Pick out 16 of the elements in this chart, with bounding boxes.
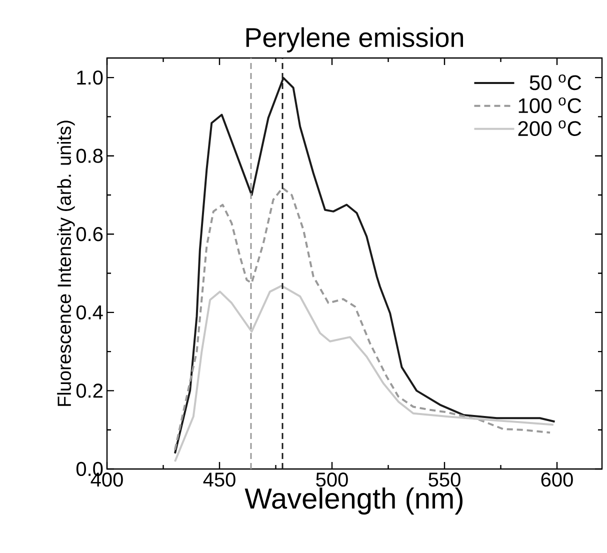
x-tick-label: 550 xyxy=(428,472,460,487)
x-tick-label: 600 xyxy=(541,472,573,487)
y-tick-label: 0.2 xyxy=(76,384,102,398)
y-tick-label: 0.8 xyxy=(76,148,103,163)
x-axis-title: Wavelength (nm) xyxy=(244,488,463,515)
legend-label: 200 $^{o}$C xyxy=(518,120,582,136)
legend-label: 100 $^{o}$C xyxy=(518,97,582,114)
y-tick-label: 1.0 xyxy=(77,70,103,85)
legend-label: 50 $^{o}$C xyxy=(530,74,582,90)
chart-title: Perylene emission xyxy=(246,27,463,52)
x-tick-label: 500 xyxy=(316,472,348,487)
y-tick-label: 0.6 xyxy=(76,227,103,242)
line-series xyxy=(174,284,554,463)
x-tick-label: 450 xyxy=(203,472,236,487)
y-tick-label: 0.4 xyxy=(76,305,103,320)
y-axis-title: Fluorescence Intensity (arb. units) xyxy=(57,120,75,406)
